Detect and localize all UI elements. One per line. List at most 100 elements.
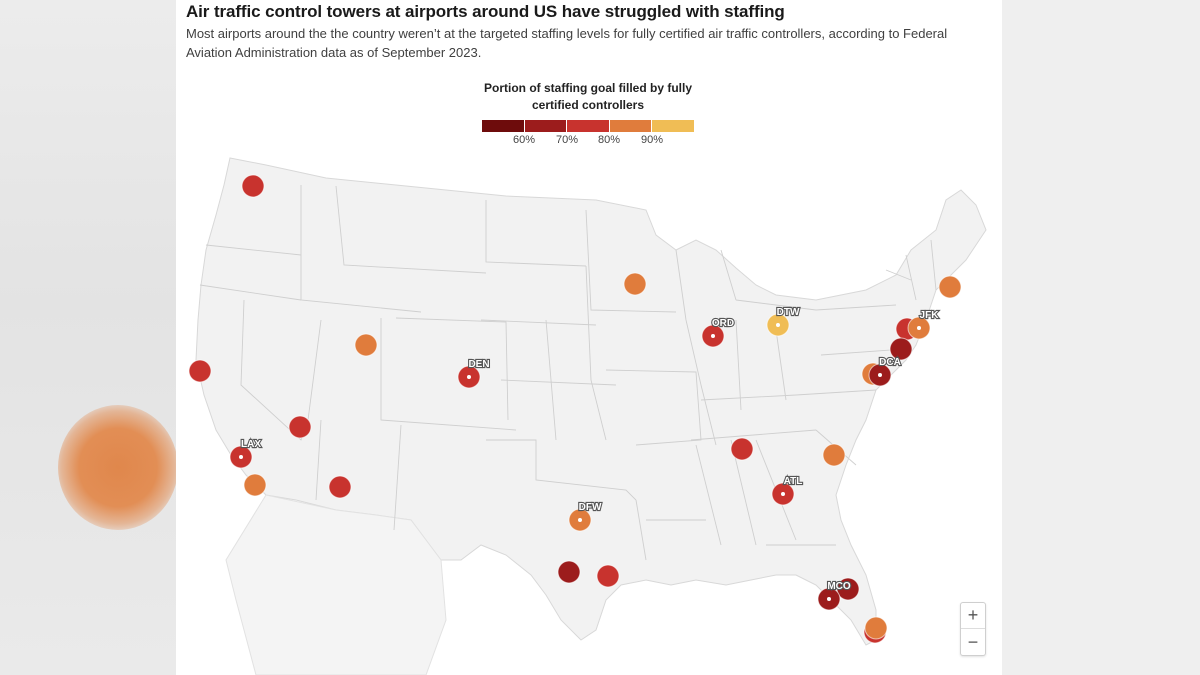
airport-dot[interactable] xyxy=(730,437,754,461)
airport-marker-den[interactable]: DEN xyxy=(457,358,491,389)
airport-dot[interactable] xyxy=(836,577,860,601)
border-wy-co xyxy=(395,317,509,421)
airport-label: DFW xyxy=(579,502,602,513)
airport-label: ATL xyxy=(784,476,803,487)
state-borders xyxy=(199,185,937,561)
airport-marker-dca[interactable]: DCA xyxy=(868,356,902,387)
airport-marker[interactable] xyxy=(354,333,378,357)
border-central xyxy=(545,265,607,441)
border-tn-ky xyxy=(690,394,817,441)
airport-marker[interactable] xyxy=(822,443,846,467)
border-ok-tx xyxy=(486,439,637,501)
airport-center-dot xyxy=(827,597,831,601)
airport-center-dot xyxy=(578,518,582,522)
airport-dot[interactable] xyxy=(864,616,888,640)
background-right xyxy=(1002,0,1200,675)
legend-segment-2 xyxy=(567,120,609,132)
legend-title: Portion of staffing goal filled by fully… xyxy=(472,80,704,114)
airport-marker[interactable] xyxy=(836,577,860,601)
border-new-england xyxy=(885,239,937,301)
page-title: Air traffic control towers at airports a… xyxy=(186,2,785,21)
border-la xyxy=(635,499,706,561)
us-map[interactable]: LAX DEN DFW ORD DTW ATL JFK DCA MCO xyxy=(176,0,1002,675)
airport-marker[interactable] xyxy=(557,560,581,584)
border-mt-wy xyxy=(335,185,487,274)
legend-tick-1: 70% xyxy=(555,134,579,146)
border-ne-ks xyxy=(480,319,617,386)
zoom-out-button[interactable]: − xyxy=(967,632,979,652)
border-in-oh xyxy=(735,319,787,411)
airport-label: LAX xyxy=(241,439,261,450)
legend-tick-0: 60% xyxy=(512,134,536,146)
airport-center-dot xyxy=(239,455,243,459)
airport-center-dot xyxy=(711,334,715,338)
airport-dot[interactable] xyxy=(889,337,913,361)
airport-marker-dfw[interactable]: DFW xyxy=(568,501,603,532)
mexico-shape xyxy=(225,494,447,675)
airport-marker[interactable] xyxy=(938,275,962,299)
airport-dot[interactable] xyxy=(241,174,265,198)
color-legend: Portion of staffing goal filled by fully… xyxy=(472,80,704,148)
airport-dot[interactable] xyxy=(623,272,647,296)
border-ut-co xyxy=(380,318,517,431)
blurred-background-marker xyxy=(58,405,178,530)
legend-tick-labels: 60% 70% 80% 90% xyxy=(482,134,694,148)
airport-marker[interactable] xyxy=(864,616,888,640)
airport-dot[interactable] xyxy=(596,564,620,588)
airport-dot[interactable] xyxy=(188,359,212,383)
airport-marker-ord[interactable]: ORD xyxy=(701,317,735,348)
border-wa-or xyxy=(205,244,302,256)
airport-marker[interactable] xyxy=(188,359,212,383)
legend-segment-3 xyxy=(609,120,652,132)
airport-center-dot xyxy=(467,375,471,379)
airport-marker-mco[interactable]: MCO xyxy=(817,580,852,611)
airport-marker[interactable] xyxy=(623,272,647,296)
border-wi-il xyxy=(675,249,717,446)
airport-markers: LAX DEN DFW ORD DTW ATL JFK DCA MCO xyxy=(188,174,962,644)
airport-marker[interactable] xyxy=(596,564,620,588)
border-mn-ia xyxy=(585,209,677,313)
border-az-nm xyxy=(315,419,402,531)
airport-marker-dtw[interactable]: DTW xyxy=(766,306,801,337)
legend-segment-4 xyxy=(652,120,694,132)
zoom-in-button[interactable]: + xyxy=(961,603,985,629)
border-nd-sd xyxy=(485,200,587,267)
legend-title-line1: Portion of staffing goal filled by fully xyxy=(484,81,692,95)
airport-dot[interactable] xyxy=(354,333,378,357)
airport-dot[interactable] xyxy=(822,443,846,467)
airport-label: DTW xyxy=(777,307,800,318)
airport-label: DEN xyxy=(468,359,489,370)
airport-marker[interactable] xyxy=(241,174,265,198)
zoom-control: + − xyxy=(960,602,986,656)
airport-marker-lax[interactable]: LAX xyxy=(229,438,262,469)
airport-label: DCA xyxy=(879,357,901,368)
border-or-ca xyxy=(199,284,302,301)
airport-dot[interactable] xyxy=(557,560,581,584)
airport-center-dot xyxy=(776,323,780,327)
airport-label: JFK xyxy=(920,310,940,321)
airport-marker[interactable] xyxy=(730,437,754,461)
airport-dot[interactable] xyxy=(938,275,962,299)
legend-segment-0 xyxy=(482,120,524,132)
airport-marker[interactable] xyxy=(288,415,312,439)
airport-center-dot xyxy=(781,492,785,496)
airport-center-dot xyxy=(878,373,882,377)
airport-marker[interactable] xyxy=(889,337,913,361)
airport-label: ORD xyxy=(712,318,734,329)
border-mi xyxy=(720,249,817,311)
legend-segment-1 xyxy=(524,120,567,132)
airport-dot[interactable] xyxy=(243,473,267,497)
airport-center-dot xyxy=(917,326,921,330)
map-card: Air traffic control towers at airports a… xyxy=(176,0,1002,675)
background-left xyxy=(0,0,176,675)
airport-dot[interactable] xyxy=(328,475,352,499)
airport-marker-jfk[interactable]: JFK xyxy=(907,309,940,340)
airport-label: MCO xyxy=(827,581,851,592)
airport-marker[interactable] xyxy=(243,473,267,497)
airport-marker[interactable] xyxy=(328,475,352,499)
border-pa-ny xyxy=(815,304,897,356)
legend-color-bar xyxy=(482,120,694,132)
airport-dot[interactable] xyxy=(288,415,312,439)
us-landmass xyxy=(195,157,987,675)
airport-marker-atl[interactable]: ATL xyxy=(771,475,803,506)
